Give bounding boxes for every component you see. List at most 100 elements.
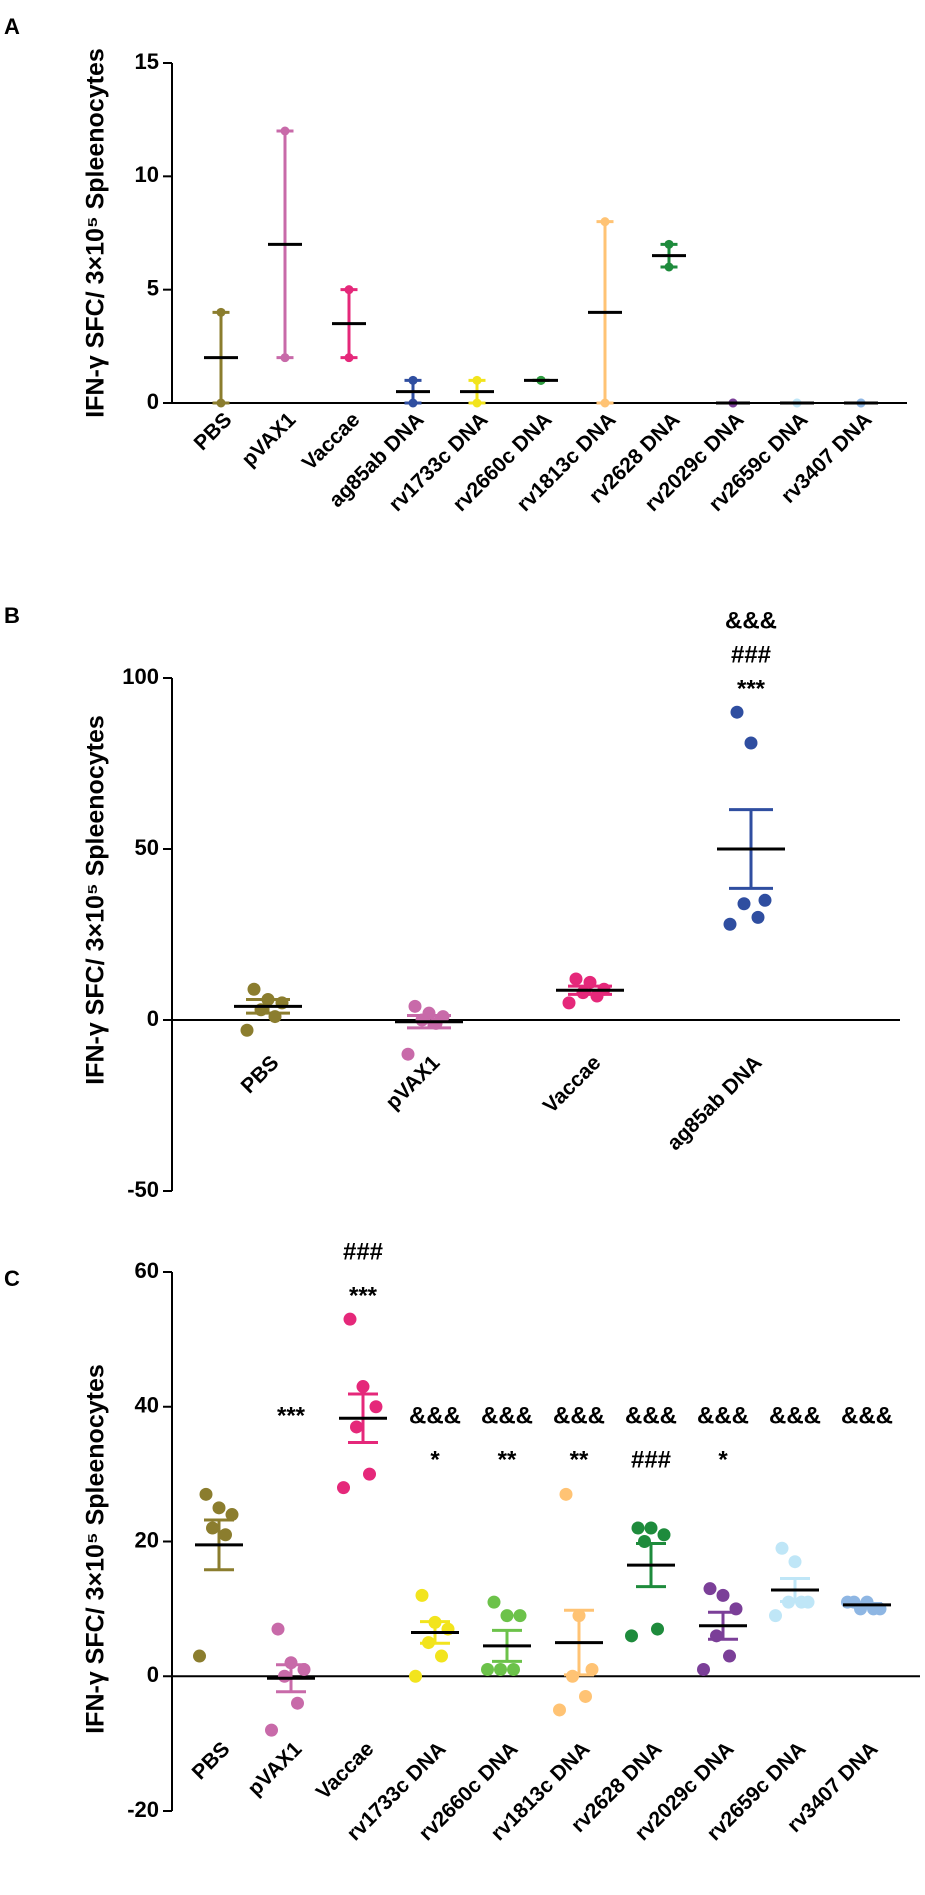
- data-point: [297, 1663, 311, 1677]
- data-point: [337, 1481, 350, 1495]
- data-point: [408, 375, 418, 385]
- data-point: [625, 1629, 638, 1643]
- data-point: [261, 992, 275, 1006]
- data-point: [219, 1528, 232, 1542]
- data-point: [697, 1663, 710, 1677]
- data-point: [401, 1047, 415, 1061]
- data-point: [579, 1689, 592, 1703]
- y-tick-label: 100: [122, 664, 159, 689]
- y-tick-label: 50: [135, 835, 159, 860]
- significance-mark: &&&: [481, 1402, 533, 1429]
- data-point: [472, 398, 482, 408]
- data-point: [344, 353, 354, 363]
- data-point: [553, 1703, 566, 1717]
- significance-mark: &&&: [553, 1402, 605, 1429]
- data-point: [422, 1636, 435, 1650]
- data-point: [494, 1663, 507, 1677]
- y-tick-label: -50: [127, 1177, 159, 1202]
- data-point: [408, 398, 418, 408]
- data-point: [631, 1521, 645, 1535]
- significance-mark: ***: [737, 676, 766, 703]
- data-point: [280, 126, 290, 136]
- significance-mark: ###: [343, 1239, 383, 1266]
- y-tick-label: 0: [147, 1662, 159, 1687]
- significance-mark: ###: [631, 1446, 671, 1473]
- significance-mark: &&&: [697, 1402, 749, 1429]
- data-point: [428, 1615, 442, 1629]
- data-point: [212, 1501, 226, 1515]
- panel-label: B: [4, 603, 20, 628]
- data-point: [664, 262, 674, 272]
- data-point: [751, 910, 765, 924]
- data-point: [744, 736, 758, 750]
- data-point: [278, 1669, 291, 1683]
- y-axis-label: IFN-γ SFC/ 3×10⁵ Spleenocytes: [82, 1364, 110, 1734]
- y-tick-label: 0: [147, 389, 159, 414]
- x-tick-label: pVAX1: [381, 1051, 444, 1114]
- data-point: [369, 1400, 383, 1414]
- data-point: [350, 1420, 363, 1434]
- significance-mark: ###: [731, 642, 771, 669]
- data-point: [199, 1487, 213, 1501]
- data-point: [703, 1582, 717, 1596]
- data-point: [268, 1010, 282, 1024]
- data-point: [559, 1487, 573, 1501]
- data-point: [664, 239, 674, 249]
- y-tick-label: 15: [135, 49, 159, 74]
- data-point: [409, 1669, 422, 1683]
- y-axis-label: IFN-γ SFC/ 3×10⁵ Spleenocytes: [82, 715, 110, 1085]
- data-point: [481, 1663, 494, 1677]
- data-point: [291, 1696, 304, 1710]
- data-point: [562, 996, 576, 1010]
- data-point: [572, 1609, 586, 1623]
- y-tick-label: 5: [147, 275, 159, 300]
- data-point: [472, 375, 482, 385]
- data-point: [415, 1588, 429, 1602]
- significance-mark: **: [498, 1446, 517, 1473]
- data-point: [513, 1609, 527, 1623]
- data-point: [600, 217, 610, 227]
- data-point: [356, 1380, 370, 1394]
- significance-mark: &&&: [841, 1402, 893, 1429]
- data-point: [657, 1528, 671, 1542]
- data-point: [216, 307, 226, 317]
- data-point: [271, 1622, 285, 1636]
- data-point: [600, 398, 610, 408]
- panel-label: A: [4, 14, 20, 39]
- data-point: [737, 897, 751, 911]
- significance-mark: ***: [349, 1283, 378, 1310]
- x-tick-label: Vaccae: [539, 1051, 606, 1118]
- y-tick-label: 40: [135, 1393, 159, 1418]
- data-point: [487, 1595, 501, 1609]
- data-point: [225, 1508, 239, 1522]
- y-tick-label: 60: [135, 1258, 159, 1283]
- data-point: [644, 1521, 658, 1535]
- data-point: [651, 1622, 664, 1636]
- data-point: [500, 1609, 514, 1623]
- x-tick-label: ag85ab DNA: [663, 1051, 767, 1155]
- data-point: [590, 989, 604, 1003]
- significance-mark: &&&: [769, 1402, 821, 1429]
- data-point: [576, 986, 590, 1000]
- significance-mark: *: [718, 1446, 728, 1473]
- data-point: [206, 1521, 219, 1535]
- data-point: [723, 917, 737, 931]
- significance-mark: &&&: [625, 1402, 677, 1429]
- data-point: [566, 1669, 579, 1683]
- y-tick-label: 20: [135, 1527, 159, 1552]
- x-tick-label: PBS: [237, 1051, 284, 1098]
- data-point: [429, 1016, 443, 1030]
- data-point: [569, 972, 583, 986]
- y-axis-label: IFN-γ SFC/ 3×10⁵ Spleenocytes: [82, 48, 110, 418]
- data-point: [585, 1663, 599, 1677]
- panel-label: C: [4, 1266, 20, 1291]
- data-point: [193, 1649, 206, 1663]
- data-point: [363, 1467, 376, 1481]
- data-point: [716, 1588, 730, 1602]
- data-point: [775, 1541, 789, 1555]
- data-point: [408, 999, 422, 1013]
- data-point: [729, 1602, 743, 1616]
- data-point: [788, 1555, 802, 1569]
- data-point: [265, 1723, 278, 1737]
- data-point: [284, 1656, 298, 1670]
